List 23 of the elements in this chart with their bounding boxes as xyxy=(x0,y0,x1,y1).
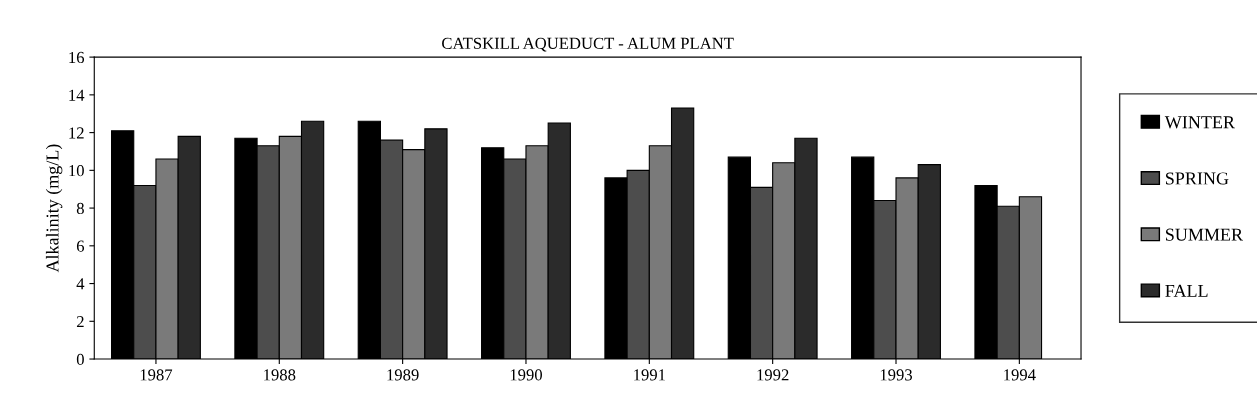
legend-label: SPRING xyxy=(1166,172,1229,185)
y-tick-label: 2 xyxy=(76,316,84,328)
y-tick-label: 0 xyxy=(76,353,84,365)
x-tick-label: 1994 xyxy=(1004,369,1036,381)
x-tick-label: 1987 xyxy=(140,369,173,381)
legend-label: SUMMER xyxy=(1166,228,1244,241)
legend-label: WINTER xyxy=(1164,116,1235,129)
y-tick-label: 4 xyxy=(76,278,85,290)
x-tick-label: 1990 xyxy=(510,369,543,381)
x-tick-label: 1988 xyxy=(264,369,296,381)
x-tick-label: 1989 xyxy=(387,369,419,381)
x-tick-label: 1991 xyxy=(634,369,665,381)
y-tick-label: 16 xyxy=(69,51,85,64)
x-tick-label: 1993 xyxy=(880,369,913,381)
y-tick-label: 6 xyxy=(76,240,85,252)
x-tick-label: 1992 xyxy=(757,369,789,381)
y-axis-title: Alkalinity (mg/L) xyxy=(45,144,63,273)
y-tick-label: 8 xyxy=(76,202,84,215)
chart-title: CATSKILL AQUEDUCT - ALUM PLANT xyxy=(442,37,734,52)
y-tick-label: 14 xyxy=(69,89,85,101)
y-tick-label: 12 xyxy=(69,127,84,139)
y-tick-label: 10 xyxy=(69,165,84,177)
legend-label: FALL xyxy=(1165,284,1208,297)
